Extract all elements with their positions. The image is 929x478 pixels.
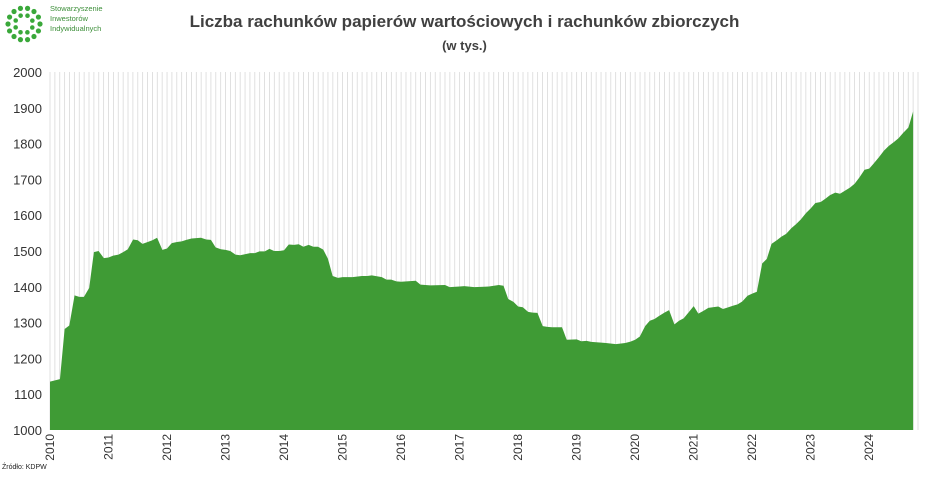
y-tick-label: 1900 <box>13 101 42 116</box>
y-tick-label: 2000 <box>13 65 42 80</box>
logo-dot <box>6 14 13 20</box>
x-tick-label: 2010 <box>43 434 57 461</box>
y-axis-ticks: 1000 1100 1200 1300 1400 1500 1600 1700 1800 1900… <box>13 65 42 438</box>
x-tick-label: 2019 <box>570 434 584 461</box>
logo-dot <box>6 28 13 34</box>
x-tick-label: 2017 <box>453 434 467 461</box>
logo-dot <box>13 18 19 23</box>
logo-dot <box>11 8 17 15</box>
y-tick-label: 1800 <box>13 137 42 152</box>
y-tick-label: 1400 <box>13 280 42 295</box>
x-tick-label: 2016 <box>394 434 408 461</box>
logo-dot <box>17 5 24 11</box>
y-tick-label: 1700 <box>13 172 42 187</box>
x-tick-label: 2014 <box>277 434 291 461</box>
source-note: Źródło: KDPW <box>2 464 47 471</box>
logo-dot <box>30 18 35 23</box>
logo-dot <box>24 37 31 43</box>
logo-dot <box>31 8 37 15</box>
logo-dot <box>17 37 24 43</box>
logo-line-3: Indywidualnych <box>50 24 102 33</box>
y-tick-label: 1300 <box>13 316 42 331</box>
logo-dot <box>24 5 31 11</box>
area-series <box>50 111 914 430</box>
logo-dot <box>25 13 30 19</box>
logo-dot <box>13 25 18 30</box>
logo-line-2: Inwestorów <box>50 14 88 23</box>
sii-logo <box>5 5 43 43</box>
logo-dot <box>25 30 30 35</box>
logo-dot <box>31 33 37 40</box>
x-tick-label: 2018 <box>511 434 525 461</box>
y-tick-label: 1600 <box>13 208 42 223</box>
x-tick-label: 2011 <box>102 434 116 460</box>
logo-dot <box>35 14 42 20</box>
x-tick-label: 2024 <box>862 434 876 461</box>
logo-line-1: Stowarzyszenie <box>50 4 103 13</box>
y-tick-label: 1000 <box>13 423 42 438</box>
chart-title: Liczba rachunków papierów wartościowych … <box>189 12 740 31</box>
x-axis-ticks: 2010 2011 2012 2013 2014 2015 2016 2017 2018 2019… <box>43 434 876 461</box>
x-tick-label: 2020 <box>628 434 642 461</box>
x-tick-label: 2015 <box>336 434 350 461</box>
y-tick-label: 1500 <box>13 244 42 259</box>
x-tick-label: 2012 <box>160 434 174 461</box>
logo-dot <box>37 21 43 27</box>
x-tick-label: 2021 <box>687 434 701 461</box>
y-tick-label: 1100 <box>14 387 42 402</box>
y-tick-label: 1200 <box>13 351 42 366</box>
logo-dot <box>11 33 17 40</box>
chart-subtitle: (w tys.) <box>442 38 487 53</box>
x-tick-label: 2022 <box>745 434 759 461</box>
logo-dot <box>35 28 42 34</box>
sii-logo-text: Stowarzyszenie Inwestorów Indywidualnych <box>50 4 103 34</box>
logo-dot <box>18 13 23 18</box>
x-tick-label: 2023 <box>804 434 818 461</box>
logo-dot <box>29 25 35 30</box>
logo-dot <box>5 21 11 27</box>
logo-dot <box>18 29 23 35</box>
x-tick-label: 2013 <box>219 434 233 461</box>
